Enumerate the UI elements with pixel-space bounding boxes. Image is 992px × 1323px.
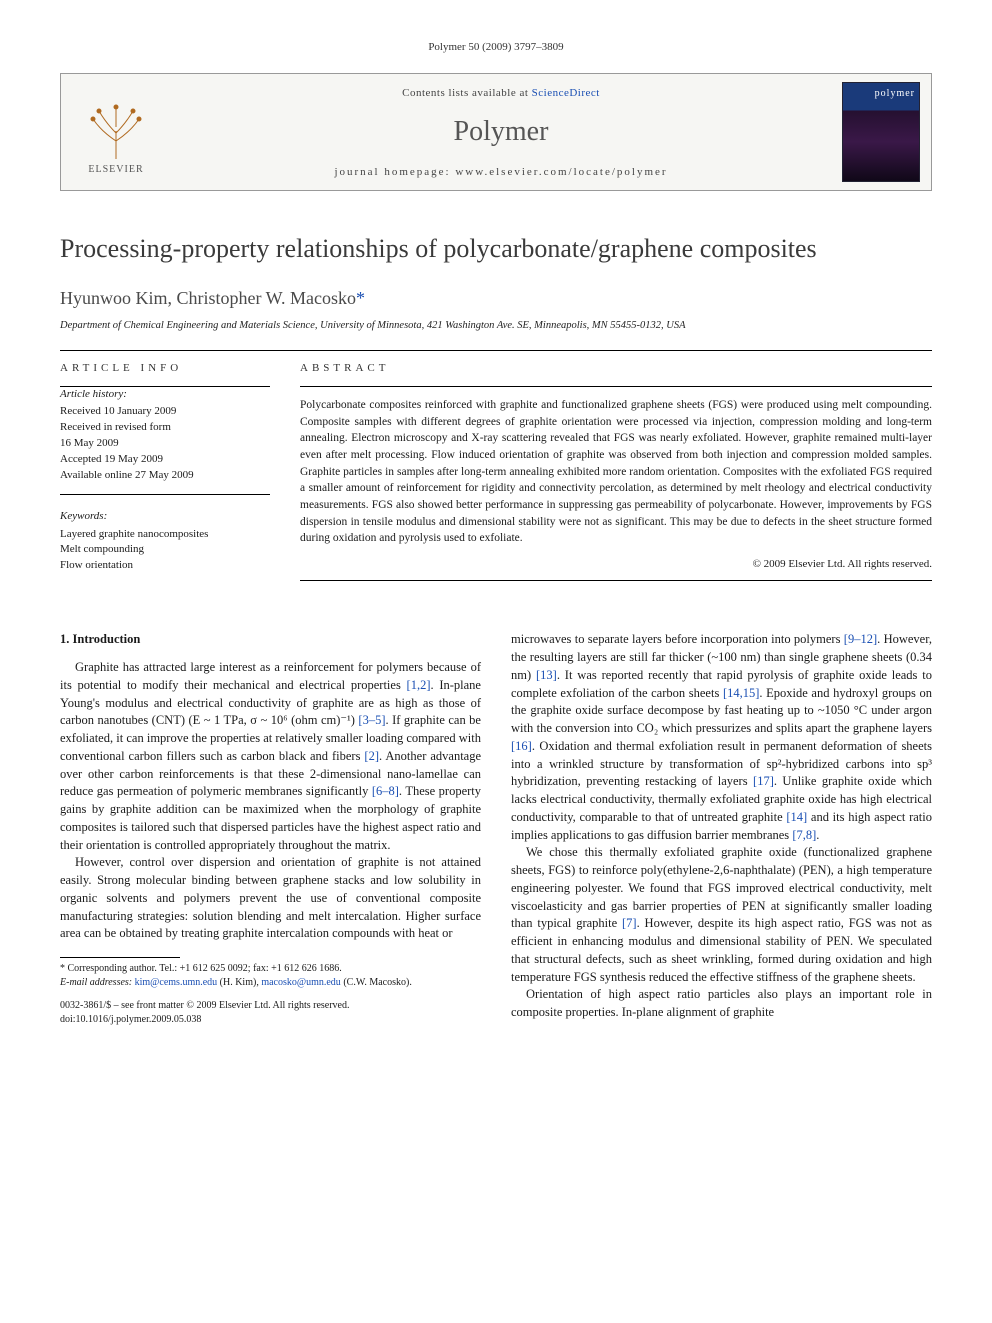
body-column-right: microwaves to separate layers before inc… [511, 631, 932, 1026]
keywords-head: Keywords: [60, 509, 270, 524]
authors-names: Hyunwoo Kim, Christopher W. Macosko [60, 288, 356, 308]
citation-link[interactable]: [3–5] [358, 713, 385, 727]
abstract-label: ABSTRACT [300, 361, 932, 376]
abstract-column: ABSTRACT Polycarbonate composites reinfo… [300, 361, 932, 592]
body-two-column: 1. Introduction Graphite has attracted l… [60, 631, 932, 1026]
citation-link[interactable]: [2] [364, 749, 379, 763]
article-info-column: ARTICLE INFO Article history: Received 1… [60, 361, 270, 592]
citation-link[interactable]: [9–12] [844, 632, 877, 646]
history-head: Article history: [60, 387, 270, 402]
abstract-text: Polycarbonate composites reinforced with… [300, 397, 932, 547]
email-footnote: E-mail addresses: kim@cems.umn.edu (H. K… [60, 976, 481, 990]
body-paragraph: We chose this thermally exfoliated graph… [511, 844, 932, 986]
article-title: Processing-property relationships of pol… [60, 231, 932, 267]
article-info-label: ARTICLE INFO [60, 361, 270, 376]
contents-text: Contents lists available at [402, 87, 531, 99]
email-link[interactable]: kim@cems.umn.edu [135, 977, 218, 988]
info-rule-2 [60, 494, 270, 495]
authors-line: Hyunwoo Kim, Christopher W. Macosko* [60, 286, 932, 311]
sciencedirect-link[interactable]: ScienceDirect [532, 87, 600, 99]
front-matter-line: 0032-3861/$ – see front matter © 2009 El… [60, 999, 481, 1013]
doi-line: doi:10.1016/j.polymer.2009.05.038 [60, 1013, 481, 1027]
history-line: Available online 27 May 2009 [60, 468, 270, 484]
text-run: microwaves to separate layers before inc… [511, 632, 844, 646]
body-paragraph: Orientation of high aspect ratio particl… [511, 986, 932, 1022]
section-heading: 1. Introduction [60, 631, 481, 649]
email-label: E-mail addresses: [60, 977, 132, 988]
doi-block: 0032-3861/$ – see front matter © 2009 El… [60, 999, 481, 1026]
divider-top [60, 350, 932, 351]
citation-link[interactable]: [13] [536, 668, 557, 682]
citation-link[interactable]: [7,8] [792, 828, 816, 842]
body-paragraph: However, control over dispersion and ori… [60, 854, 481, 943]
masthead-center: Contents lists available at ScienceDirec… [171, 74, 831, 190]
body-paragraph: microwaves to separate layers before inc… [511, 631, 932, 844]
body-paragraph: Graphite has attracted large interest as… [60, 659, 481, 854]
history-line: Accepted 19 May 2009 [60, 452, 270, 468]
corresponding-marker: * [356, 288, 365, 308]
text-run: . [816, 828, 819, 842]
abstract-rule [300, 386, 932, 387]
citation-link[interactable]: [14] [786, 810, 807, 824]
citation-link[interactable]: [6–8] [372, 784, 399, 798]
publisher-logo-block: ELSEVIER [61, 74, 171, 190]
abstract-copyright: © 2009 Elsevier Ltd. All rights reserved… [300, 557, 932, 572]
running-head: Polymer 50 (2009) 3797–3809 [60, 40, 932, 55]
section-number: 1. [60, 632, 69, 646]
keyword: Melt compounding [60, 542, 270, 558]
abstract-bottom-rule [300, 580, 932, 581]
citation-link[interactable]: [1,2] [407, 678, 431, 692]
keyword: Flow orientation [60, 558, 270, 574]
journal-name: Polymer [179, 112, 823, 151]
cover-title: polymer [875, 87, 915, 101]
keyword: Layered graphite nanocomposites [60, 527, 270, 543]
citation-link[interactable]: [7] [622, 916, 637, 930]
homepage-line: journal homepage: www.elsevier.com/locat… [179, 165, 823, 180]
citation-link[interactable]: [14,15] [723, 686, 759, 700]
history-line: Received 10 January 2009 [60, 404, 270, 420]
homepage-label: journal homepage: [334, 166, 455, 178]
citation-link[interactable]: [16] [511, 739, 532, 753]
journal-cover-block: polymer [831, 74, 931, 190]
journal-cover-thumb: polymer [842, 82, 920, 182]
email-who: (H. Kim), [217, 977, 261, 988]
contents-line: Contents lists available at ScienceDirec… [179, 86, 823, 101]
journal-masthead: ELSEVIER Contents lists available at Sci… [60, 73, 932, 191]
email-link[interactable]: macosko@umn.edu [261, 977, 340, 988]
footnote-rule [60, 957, 180, 958]
history-line: 16 May 2009 [60, 436, 270, 452]
section-title: Introduction [73, 632, 141, 646]
publisher-name: ELSEVIER [88, 163, 143, 177]
corresponding-footnote: * Corresponding author. Tel.: +1 612 625… [60, 962, 481, 976]
homepage-url[interactable]: www.elsevier.com/locate/polymer [455, 166, 667, 178]
history-line: Received in revised form [60, 420, 270, 436]
affiliation: Department of Chemical Engineering and M… [60, 319, 932, 334]
citation-link[interactable]: [17] [753, 774, 774, 788]
body-column-left: 1. Introduction Graphite has attracted l… [60, 631, 481, 1026]
elsevier-tree-icon: ELSEVIER [76, 87, 156, 177]
email-who: (C.W. Macosko). [341, 977, 412, 988]
